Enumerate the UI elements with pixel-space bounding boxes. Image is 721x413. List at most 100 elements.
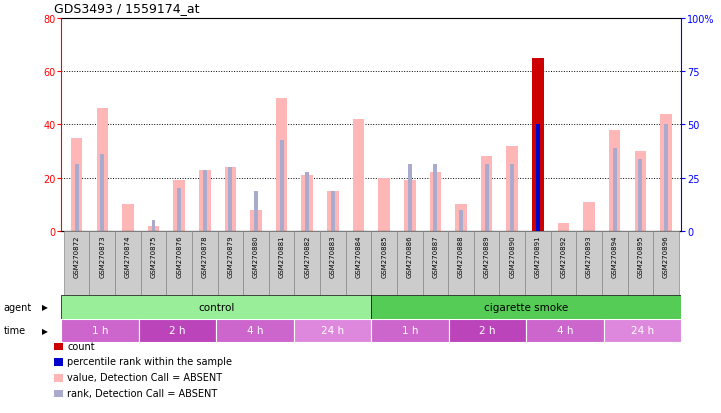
- Bar: [371, 319, 448, 342]
- Bar: [404, 181, 415, 231]
- Text: GSM270875: GSM270875: [151, 235, 156, 277]
- Bar: [280, 141, 283, 231]
- Bar: [634, 152, 646, 231]
- Text: GSM270881: GSM270881: [278, 235, 285, 277]
- Text: agent: agent: [4, 302, 32, 312]
- Bar: [71, 138, 82, 231]
- Text: cigarette smoke: cigarette smoke: [485, 302, 568, 312]
- Bar: [216, 319, 294, 342]
- Bar: [448, 231, 474, 295]
- Bar: [254, 191, 258, 231]
- Bar: [269, 231, 294, 295]
- Bar: [558, 223, 570, 231]
- Text: count: count: [67, 341, 94, 351]
- Text: GSM270895: GSM270895: [637, 235, 643, 277]
- Bar: [506, 146, 518, 231]
- Bar: [276, 98, 288, 231]
- Text: GSM270884: GSM270884: [355, 235, 361, 277]
- Bar: [609, 130, 621, 231]
- Text: GSM270873: GSM270873: [99, 235, 105, 277]
- Bar: [345, 231, 371, 295]
- Text: 2 h: 2 h: [479, 325, 496, 336]
- Text: GSM270888: GSM270888: [458, 235, 464, 277]
- Bar: [379, 178, 390, 231]
- Text: GSM270896: GSM270896: [663, 235, 669, 277]
- Text: GSM270887: GSM270887: [433, 235, 438, 277]
- Text: GSM270878: GSM270878: [202, 235, 208, 277]
- Text: ▶: ▶: [42, 303, 48, 311]
- Bar: [173, 181, 185, 231]
- Bar: [138, 319, 216, 342]
- Text: 24 h: 24 h: [631, 325, 654, 336]
- Text: time: time: [4, 325, 26, 336]
- Bar: [430, 173, 441, 231]
- Bar: [664, 125, 668, 231]
- Bar: [397, 231, 423, 295]
- Text: 1 h: 1 h: [92, 325, 108, 336]
- Bar: [660, 114, 672, 231]
- Bar: [100, 154, 105, 231]
- Bar: [301, 176, 313, 231]
- Bar: [141, 231, 167, 295]
- Bar: [177, 189, 181, 231]
- Text: value, Detection Call = ABSENT: value, Detection Call = ABSENT: [67, 372, 222, 382]
- Bar: [627, 231, 653, 295]
- Bar: [551, 231, 576, 295]
- Bar: [638, 159, 642, 231]
- Text: control: control: [198, 302, 234, 312]
- Bar: [61, 295, 371, 319]
- Text: 4 h: 4 h: [247, 325, 263, 336]
- Bar: [500, 231, 525, 295]
- Bar: [229, 168, 232, 231]
- Bar: [97, 109, 108, 231]
- Text: 24 h: 24 h: [321, 325, 344, 336]
- Text: 1 h: 1 h: [402, 325, 418, 336]
- Text: GSM270890: GSM270890: [509, 235, 516, 277]
- Bar: [433, 165, 438, 231]
- Text: ▶: ▶: [42, 326, 48, 335]
- Text: GSM270879: GSM270879: [227, 235, 234, 277]
- Bar: [151, 221, 156, 231]
- Bar: [203, 170, 207, 231]
- Text: GSM270874: GSM270874: [125, 235, 131, 277]
- Bar: [243, 231, 269, 295]
- Text: percentile rank within the sample: percentile rank within the sample: [67, 356, 232, 366]
- Text: GSM270892: GSM270892: [560, 235, 567, 277]
- Text: 2 h: 2 h: [169, 325, 186, 336]
- Bar: [474, 231, 500, 295]
- Bar: [459, 210, 463, 231]
- Bar: [576, 231, 602, 295]
- Bar: [653, 231, 678, 295]
- Text: GDS3493 / 1559174_at: GDS3493 / 1559174_at: [54, 2, 200, 15]
- Bar: [353, 120, 364, 231]
- Bar: [192, 231, 218, 295]
- Bar: [294, 319, 371, 342]
- Bar: [327, 191, 339, 231]
- Bar: [602, 231, 627, 295]
- Bar: [148, 226, 159, 231]
- Bar: [510, 165, 514, 231]
- Bar: [61, 319, 138, 342]
- Bar: [305, 173, 309, 231]
- Bar: [583, 202, 595, 231]
- Text: GSM270886: GSM270886: [407, 235, 412, 277]
- Text: GSM270893: GSM270893: [586, 235, 592, 277]
- Bar: [526, 319, 603, 342]
- Bar: [167, 231, 192, 295]
- Text: GSM270876: GSM270876: [176, 235, 182, 277]
- Bar: [64, 231, 89, 295]
- Bar: [603, 319, 681, 342]
- Text: 4 h: 4 h: [557, 325, 573, 336]
- Bar: [115, 231, 141, 295]
- Text: GSM270882: GSM270882: [304, 235, 310, 277]
- Bar: [75, 165, 79, 231]
- Bar: [481, 157, 492, 231]
- Text: GSM270883: GSM270883: [330, 235, 336, 277]
- Text: GSM270894: GSM270894: [611, 235, 618, 277]
- Bar: [89, 231, 115, 295]
- Bar: [294, 231, 320, 295]
- Text: rank, Detection Call = ABSENT: rank, Detection Call = ABSENT: [67, 388, 217, 398]
- Bar: [536, 125, 540, 231]
- Bar: [331, 191, 335, 231]
- Bar: [218, 231, 243, 295]
